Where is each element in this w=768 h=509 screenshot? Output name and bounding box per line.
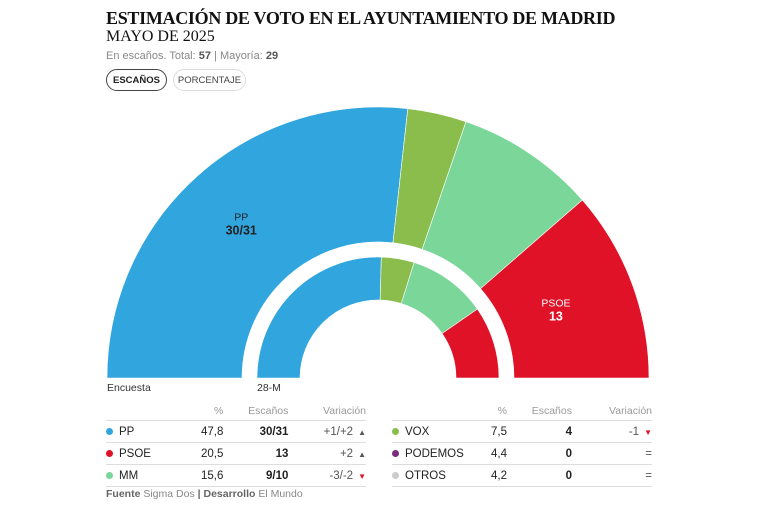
party-pct: 15,6 bbox=[201, 464, 224, 487]
segment-encuesta-psoe[interactable] bbox=[480, 199, 650, 379]
variation-header: Variación bbox=[288, 402, 366, 421]
seats-header: Escaños bbox=[507, 402, 572, 421]
party-pct: 4,2 bbox=[487, 464, 507, 487]
segment-name-pp: PP bbox=[234, 211, 248, 223]
party-color-dot bbox=[106, 427, 113, 435]
segment-28-m-pp[interactable] bbox=[256, 256, 382, 379]
table-row: PSOE 20,5 13 +2 ▲ bbox=[106, 442, 366, 465]
party-header bbox=[106, 402, 201, 421]
results-table-left: % Escaños Variación PP 47,8 30/31 +1/+2 ▲ PSO… bbox=[106, 402, 366, 487]
pct-header: % bbox=[487, 402, 507, 421]
party-variation: +2 bbox=[339, 447, 354, 460]
page-title: ESTIMACIÓN DE VOTO EN EL AYUNTAMIENTO DE… bbox=[106, 8, 616, 28]
arrow-down-icon: ▼ bbox=[644, 427, 652, 437]
party-name: OTROS bbox=[405, 469, 446, 482]
segment-name-psoe: PSOE bbox=[541, 297, 570, 309]
seats-toggle-button[interactable]: ESCAÑOS bbox=[106, 69, 167, 91]
arrow-down-icon: ▼ bbox=[358, 471, 366, 481]
party-variation: -1 bbox=[628, 425, 640, 438]
party-name: PODEMOS bbox=[405, 447, 464, 460]
segment-encuesta-pp[interactable] bbox=[106, 106, 409, 379]
note-prefix: En escaños. Total: bbox=[106, 50, 196, 62]
party-color-dot bbox=[106, 471, 113, 479]
source-label: Fuente bbox=[106, 488, 141, 500]
dev-label: | Desarrollo bbox=[197, 488, 256, 500]
party-color-dot bbox=[392, 427, 399, 435]
table-row: VOX 7,5 4 -1 ▼ bbox=[392, 420, 652, 443]
variation-header: Variación bbox=[572, 402, 652, 421]
ring-label-encuesta: Encuesta bbox=[107, 382, 151, 394]
party-seats: 13 bbox=[223, 442, 289, 465]
party-seats: 9/10 bbox=[223, 464, 289, 487]
party-pct: 20,5 bbox=[201, 442, 224, 465]
table-header: % Escaños Variación bbox=[392, 402, 652, 421]
party-seats: 30/31 bbox=[223, 420, 289, 443]
percent-toggle-button[interactable]: PORCENTAJE bbox=[173, 69, 246, 91]
party-seats: 0 bbox=[507, 464, 572, 487]
results-table-right: % Escaños Variación VOX 7,5 4 -1 ▼ PODEMOS 4,… bbox=[392, 402, 652, 487]
ring-label-28m: 28-M bbox=[257, 382, 281, 394]
developer: El Mundo bbox=[258, 488, 303, 500]
source: Sigma Dos bbox=[143, 488, 195, 500]
party-name: MM bbox=[119, 469, 139, 482]
table-row: PP 47,8 30/31 +1/+2 ▲ bbox=[106, 420, 366, 443]
party-name: PP bbox=[119, 425, 135, 438]
party-color-dot bbox=[392, 449, 399, 457]
party-pct: 47,8 bbox=[201, 420, 224, 443]
note-sep: | Mayoría: bbox=[214, 50, 263, 62]
segment-value-psoe: 13 bbox=[549, 309, 563, 323]
pct-header: % bbox=[201, 402, 224, 421]
footer-source: Fuente Sigma Dos | Desarrollo El Mundo bbox=[106, 488, 303, 500]
party-name: VOX bbox=[405, 425, 430, 438]
table-header: % Escaños Variación bbox=[106, 402, 366, 421]
total-seats: 57 bbox=[198, 50, 211, 62]
arrow-up-icon: ▲ bbox=[358, 427, 366, 437]
majority-seats: 29 bbox=[265, 50, 279, 62]
party-pct: 4,4 bbox=[487, 442, 507, 465]
table-row: MM 15,6 9/10 -3/-2 ▼ bbox=[106, 464, 366, 487]
page-subtitle: MAYO DE 2025 bbox=[106, 28, 215, 45]
party-variation: = bbox=[645, 469, 652, 482]
party-name: PSOE bbox=[119, 447, 151, 460]
party-color-dot bbox=[106, 449, 113, 457]
table-row: PODEMOS 4,4 0 = bbox=[392, 442, 652, 465]
segment-28-m-psoe[interactable] bbox=[441, 308, 500, 379]
segment-value-pp: 30/31 bbox=[226, 223, 257, 237]
arrow-up-icon: ▲ bbox=[358, 449, 366, 459]
party-header bbox=[392, 402, 487, 421]
party-variation: = bbox=[645, 447, 652, 460]
chart-note: En escaños. Total: 57 | Mayoría: 29 bbox=[106, 50, 278, 62]
table-row: OTROS 4,2 0 = bbox=[392, 464, 652, 487]
party-seats: 4 bbox=[507, 420, 572, 443]
seats-header: Escaños bbox=[223, 402, 289, 421]
party-color-dot bbox=[392, 471, 399, 479]
party-variation: -3/-2 bbox=[329, 469, 354, 482]
party-seats: 0 bbox=[507, 442, 572, 465]
party-variation: +1/+2 bbox=[323, 425, 354, 438]
party-pct: 7,5 bbox=[487, 420, 507, 443]
